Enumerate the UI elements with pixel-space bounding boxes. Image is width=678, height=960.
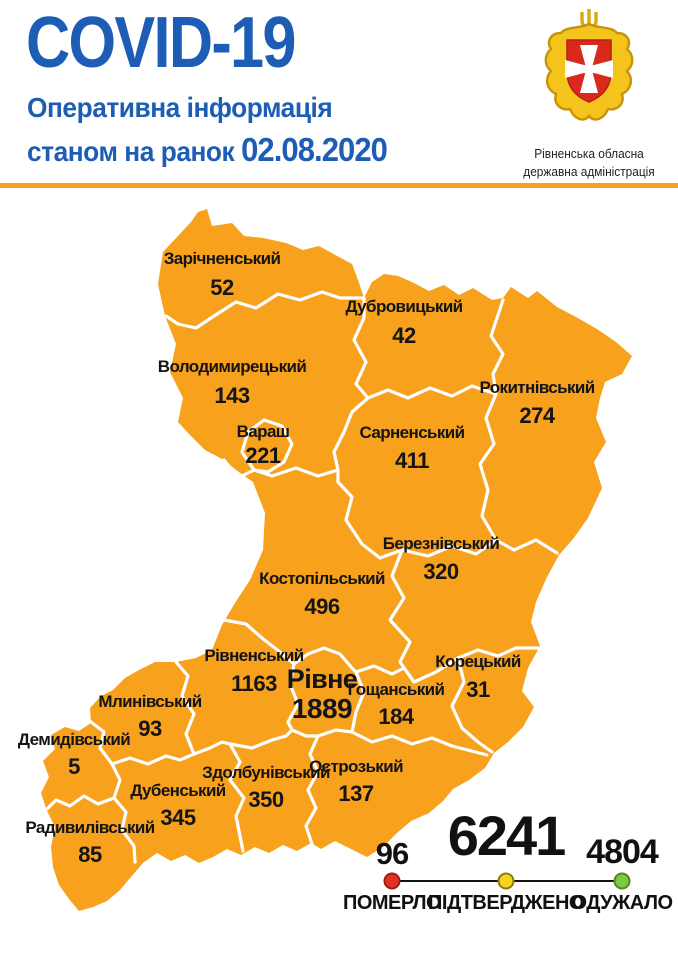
district-border-31 — [350, 730, 489, 757]
oblast-silhouette — [41, 209, 632, 911]
district-border-29 — [228, 728, 294, 750]
district-cases-11: 31 — [466, 677, 490, 702]
district-name-9: Рівне — [287, 664, 358, 694]
district-name-12: Млинівський — [98, 692, 201, 711]
district-border-27 — [192, 740, 232, 756]
confirmed-label: ПІДТВЕРДЖЕНО — [428, 892, 584, 914]
district-cases-16: 350 — [248, 787, 283, 812]
district-border-0 — [164, 290, 366, 330]
district-border-22 — [89, 720, 114, 766]
district-cases-13: 5 — [68, 754, 80, 779]
district-cases-4: 221 — [245, 443, 280, 468]
district-border-18 — [286, 662, 300, 732]
deaths-dot — [383, 872, 401, 890]
deaths-label: ПОМЕРЛО — [342, 892, 442, 914]
district-name-10: Гощанський — [348, 680, 445, 699]
district-border-23 — [110, 752, 196, 766]
org-line1: Рівненська обласна — [534, 147, 644, 161]
header-divider — [0, 183, 678, 188]
district-name-2: Рокитнівський — [479, 378, 594, 397]
district-cases-2: 274 — [519, 403, 555, 428]
district-cases-3: 143 — [214, 383, 249, 408]
district-cases-1: 42 — [392, 323, 416, 348]
district-border-5 — [494, 538, 559, 555]
district-name-6: Березнівський — [383, 534, 500, 553]
district-border-12 — [412, 656, 460, 684]
district-border-24 — [110, 762, 122, 800]
district-border-10 — [240, 418, 294, 474]
district-cases-8: 1163 — [231, 671, 277, 696]
district-borders — [45, 290, 559, 864]
district-border-7 — [336, 468, 404, 560]
district-name-11: Корецький — [435, 652, 521, 671]
district-name-5: Сарненський — [359, 423, 464, 442]
district-name-7: Костопільський — [259, 569, 385, 588]
district-border-28 — [228, 742, 246, 853]
district-cases-7: 496 — [304, 594, 339, 619]
district-name-14: Дубенський — [130, 781, 225, 800]
white-cross-icon — [565, 45, 613, 93]
district-border-8 — [332, 396, 370, 472]
district-border-15 — [222, 618, 296, 666]
report-date: 02.08.2020 — [241, 131, 388, 168]
district-cases-12: 93 — [138, 716, 162, 741]
district-cases-15: 85 — [78, 842, 102, 867]
district-border-30 — [304, 734, 320, 846]
subtitle-line2-prefix: станом на ранок — [27, 136, 235, 167]
district-border-16 — [292, 646, 358, 674]
confirmed-dot — [497, 872, 515, 890]
district-name-16: Здолбунівський — [202, 763, 330, 782]
confirmed-value: 6241 — [447, 804, 567, 867]
district-cases-17: 137 — [338, 781, 373, 806]
emblem: Рівненська обласна державна адміністраці… — [514, 6, 664, 181]
district-cases-6: 320 — [423, 559, 458, 584]
recovered-dot — [613, 872, 631, 890]
coat-of-arms-icon — [544, 9, 634, 121]
district-border-21 — [174, 660, 196, 756]
district-border-1 — [352, 296, 370, 400]
district-cases-10: 184 — [378, 704, 414, 729]
district-labels: Зарічненський 52 Дубровицький 42 Рокитнівськ… — [18, 249, 595, 867]
subtitle-line2: станом на ранок 02.08.2020 — [27, 131, 388, 169]
district-border-11 — [388, 548, 416, 684]
district-name-17: Острозький — [309, 757, 403, 776]
district-border-17 — [354, 664, 416, 684]
district-border-3 — [489, 298, 505, 396]
district-name-8: Рівненський — [204, 646, 303, 665]
legend-line — [383, 872, 631, 890]
district-border-2 — [366, 384, 498, 400]
recovered-value: 4804 — [586, 833, 659, 871]
district-name-15: Радивилівський — [25, 818, 154, 837]
district-border-19 — [350, 670, 366, 734]
district-border-6 — [400, 538, 498, 558]
deaths-value: 96 — [375, 836, 409, 871]
district-name-0: Зарічненський — [164, 249, 281, 268]
district-cases-9: 1889 — [292, 693, 352, 724]
district-name-1: Дубровицький — [345, 297, 462, 316]
district-border-9 — [222, 458, 340, 480]
org-line2: державна адміністрація — [523, 165, 655, 180]
district-border-25 — [45, 794, 116, 811]
district-border-26 — [112, 796, 137, 864]
district-border-14 — [450, 656, 494, 754]
district-border-13 — [456, 646, 540, 660]
district-cases-0: 52 — [210, 275, 234, 300]
page-title: COVID-19 — [26, 3, 296, 83]
district-name-3: Володимирецький — [158, 357, 307, 376]
district-cases-14: 345 — [160, 805, 195, 830]
subtitle-line1: Оперативна інформація — [27, 92, 333, 123]
header: COVID-19 Оперативна інформація станом на… — [0, 0, 678, 183]
district-cases-5: 411 — [395, 448, 429, 473]
district-border-4 — [478, 392, 498, 542]
recovered-label: ОДУЖАЛО — [571, 892, 673, 914]
district-name-13: Демидівський — [18, 730, 130, 749]
district-name-4: Вараш — [237, 422, 290, 441]
